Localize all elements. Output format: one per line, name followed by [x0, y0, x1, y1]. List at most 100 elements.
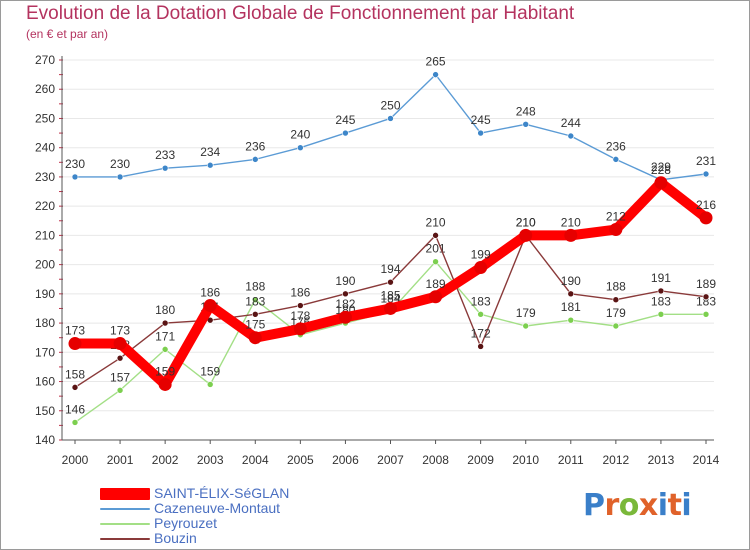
- y-tick-label: 180: [35, 316, 55, 330]
- data-label-cazeneuve-montaut: 265: [426, 55, 446, 69]
- x-tick-label: 2013: [648, 453, 675, 467]
- y-tick-label: 200: [35, 258, 55, 272]
- data-point-bouzin: [612, 296, 620, 303]
- legend-swatch-peyrouzet: [100, 522, 150, 525]
- legend-swatch-saint-elix-seglan: [100, 487, 150, 500]
- data-label-peyrouzet: 188: [245, 280, 265, 294]
- data-point-cazeneuve-montaut: [161, 164, 169, 172]
- data-label-peyrouzet: 157: [110, 370, 130, 384]
- data-point-cazeneuve-montaut: [612, 156, 620, 163]
- data-point-peyrouzet: [116, 387, 124, 394]
- data-label-bouzin: 191: [651, 271, 671, 285]
- data-label-cazeneuve-montaut: 230: [110, 157, 130, 171]
- data-point-saint-elix-seglan: [68, 337, 82, 351]
- x-tick-label: 2009: [467, 453, 494, 467]
- data-label-bouzin: 186: [290, 286, 310, 300]
- data-point-cazeneuve-montaut: [71, 173, 79, 181]
- y-tick-label: 190: [35, 287, 55, 301]
- chart-title: Evolution de la Dotation Globale de Fonc…: [26, 3, 575, 24]
- data-label-cazeneuve-montaut: 250: [380, 98, 400, 112]
- data-label-cazeneuve-montaut: 234: [200, 145, 220, 159]
- series-line-cazeneuve-montaut: [74, 73, 707, 181]
- data-point-bouzin: [297, 302, 304, 309]
- logo-letter: P: [583, 488, 605, 523]
- data-point-cazeneuve-montaut: [477, 129, 484, 137]
- data-label-peyrouzet: 179: [516, 306, 536, 320]
- data-point-cazeneuve-montaut: [522, 121, 530, 128]
- data-point-peyrouzet: [206, 381, 214, 388]
- y-tick-label: 260: [35, 82, 55, 96]
- data-label-cazeneuve-montaut: 248: [516, 104, 536, 118]
- y-tick-label: 240: [35, 141, 55, 155]
- data-point-bouzin: [161, 319, 169, 327]
- data-point-bouzin: [657, 287, 665, 295]
- legend-swatch-cazeneuve-montaut: [100, 507, 150, 510]
- logo-letter: i: [657, 488, 668, 523]
- data-point-saint-elix-seglan: [158, 377, 172, 391]
- data-point-cazeneuve-montaut: [702, 170, 710, 178]
- y-tick-label: 270: [35, 53, 55, 67]
- legend-label-peyrouzet: Peyrouzet: [154, 515, 218, 531]
- data-point-saint-elix-seglan: [609, 223, 623, 237]
- x-tick-label: 2002: [152, 453, 179, 467]
- data-label-saint-elix-seglan: 178: [290, 309, 310, 323]
- data-label-cazeneuve-montaut: 231: [696, 154, 716, 168]
- data-point-cazeneuve-montaut: [342, 129, 349, 137]
- data-label-cazeneuve-montaut: 245: [335, 113, 355, 127]
- data-label-peyrouzet: 159: [200, 364, 220, 378]
- data-point-saint-elix-seglan: [293, 322, 307, 336]
- data-point-bouzin: [477, 343, 484, 350]
- data-label-saint-elix-seglan: 228: [651, 163, 671, 177]
- logo-letter: t: [667, 488, 682, 523]
- chart-subtitle: (en € et par an): [26, 27, 109, 41]
- data-point-peyrouzet: [251, 296, 259, 303]
- data-label-saint-elix-seglan: 173: [110, 324, 130, 338]
- data-label-saint-elix-seglan: 175: [245, 318, 265, 332]
- data-point-peyrouzet: [612, 322, 620, 330]
- data-point-bouzin: [567, 290, 575, 298]
- logo-letter: o: [618, 488, 640, 523]
- data-label-bouzin: 158: [65, 367, 85, 381]
- legend-item-peyrouzet: Peyrouzet: [100, 516, 360, 531]
- data-point-peyrouzet: [161, 346, 169, 353]
- data-point-saint-elix-seglan: [474, 261, 488, 275]
- data-label-bouzin: 210: [426, 215, 446, 229]
- legend-item-saint-elix-seglan: SAINT-ÉLIX-SéGLAN: [100, 486, 360, 501]
- data-label-cazeneuve-montaut: 233: [155, 148, 175, 162]
- x-tick-label: 2007: [377, 453, 404, 467]
- logo-letter: x: [638, 488, 658, 523]
- data-point-saint-elix-seglan: [699, 211, 713, 225]
- x-tick-label: 2014: [693, 453, 720, 467]
- data-point-saint-elix-seglan: [384, 301, 397, 315]
- data-point-peyrouzet: [477, 311, 484, 318]
- data-label-saint-elix-seglan: 159: [155, 364, 175, 378]
- data-point-cazeneuve-montaut: [432, 71, 439, 78]
- data-label-saint-elix-seglan: 185: [380, 288, 400, 302]
- data-point-saint-elix-seglan: [429, 290, 443, 304]
- data-label-peyrouzet: 183: [651, 294, 671, 308]
- data-label-bouzin: 190: [561, 274, 581, 288]
- data-point-saint-elix-seglan: [564, 228, 578, 242]
- data-point-saint-elix-seglan: [203, 299, 217, 313]
- data-point-cazeneuve-montaut: [116, 173, 124, 181]
- data-label-bouzin: 172: [471, 326, 491, 340]
- y-tick-label: 220: [35, 199, 55, 213]
- data-point-bouzin: [116, 354, 124, 362]
- data-point-peyrouzet: [702, 311, 710, 318]
- legend-label-bouzin: Bouzin: [154, 530, 197, 546]
- data-point-saint-elix-seglan: [338, 310, 352, 324]
- data-label-bouzin: 189: [696, 277, 716, 291]
- data-label-saint-elix-seglan: 210: [561, 215, 581, 229]
- logo-letter: r: [604, 488, 620, 523]
- data-label-saint-elix-seglan: 216: [696, 198, 716, 212]
- x-tick-label: 2006: [332, 453, 359, 467]
- data-label-bouzin: 183: [245, 294, 265, 308]
- data-point-bouzin: [342, 290, 349, 298]
- data-label-cazeneuve-montaut: 236: [606, 139, 626, 153]
- data-label-peyrouzet: 201: [426, 242, 446, 256]
- data-point-bouzin: [387, 278, 394, 286]
- data-label-peyrouzet: 179: [606, 306, 626, 320]
- y-tick-label: 140: [35, 433, 55, 447]
- y-tick-label: 230: [35, 170, 55, 184]
